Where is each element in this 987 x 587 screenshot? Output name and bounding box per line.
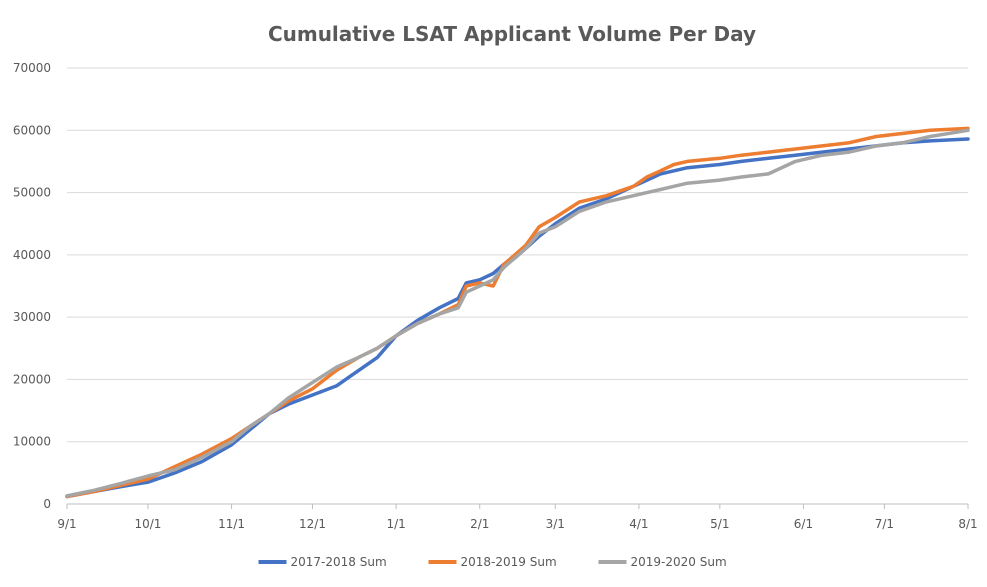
x-tick-label: 8/1 — [958, 517, 977, 531]
gridlines — [67, 67, 968, 505]
x-tick-label: 5/1 — [710, 517, 729, 531]
y-tick-label: 20000 — [13, 372, 51, 386]
x-tick-label: 6/1 — [794, 517, 813, 531]
legend-label: 2018-2019 Sum — [461, 555, 557, 569]
chart-title: Cumulative LSAT Applicant Volume Per Day — [267, 22, 757, 46]
y-tick-label: 10000 — [13, 435, 51, 449]
x-tick-label: 10/1 — [134, 517, 161, 531]
x-tick-label: 7/1 — [875, 517, 894, 531]
axes: 0 10000 20000 30000 40000 50000 60000 70000 9/1 1… — [13, 61, 978, 531]
legend: 2017-2018 Sum 2018-2019 Sum 2019-2020 Sum — [258, 555, 727, 569]
y-tick-label: 0 — [43, 497, 51, 511]
y-tick-label: 50000 — [13, 186, 51, 200]
y-tick-label: 30000 — [13, 310, 51, 324]
x-tick-label: 3/1 — [546, 517, 565, 531]
x-tick-label: 9/1 — [57, 517, 76, 531]
legend-label: 2019-2020 Sum — [631, 555, 727, 569]
x-tick-label: 12/1 — [299, 517, 326, 531]
series-line-3 — [65, 128, 970, 498]
x-tick-label: 4/1 — [629, 517, 648, 531]
y-tick-label: 70000 — [13, 61, 51, 75]
x-tick-label: 2/1 — [470, 517, 489, 531]
x-tick-label: 11/1 — [218, 517, 245, 531]
x-tick-label: 1/1 — [386, 517, 405, 531]
y-tick-label: 60000 — [13, 123, 51, 137]
series-lines — [65, 126, 970, 499]
legend-label: 2017-2018 Sum — [291, 555, 387, 569]
y-tick-label: 40000 — [13, 248, 51, 262]
